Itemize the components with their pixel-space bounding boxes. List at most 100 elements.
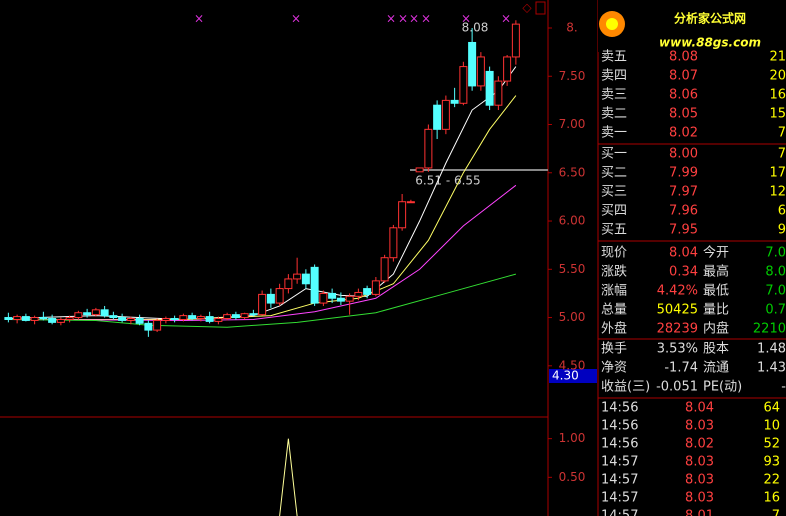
candle-body <box>284 278 293 290</box>
candle-body <box>83 312 92 316</box>
candle-body <box>214 318 223 322</box>
book-label: 卖三 <box>601 88 627 103</box>
cursor-box <box>549 369 597 383</box>
tick-volume: 10 <box>763 419 780 434</box>
quote-value: 7.0 <box>765 246 786 261</box>
book-label: 卖一 <box>601 126 627 141</box>
candle-body <box>258 293 267 316</box>
candle-body <box>476 56 485 87</box>
marker: × <box>291 12 301 26</box>
book-volume: 7 <box>778 126 786 141</box>
book-price: 8.06 <box>669 88 698 103</box>
book-volume: 21 <box>769 50 786 65</box>
quote-label: PE(动) <box>703 380 742 395</box>
quote-value: 2210 <box>753 322 786 337</box>
candle-body <box>153 319 162 331</box>
candle-body <box>406 201 415 204</box>
candle-body <box>424 128 433 169</box>
quote-value: 1.48 <box>757 342 786 357</box>
quote-label: 内盘 <box>703 321 729 337</box>
quote-value: 1.43 <box>757 361 786 376</box>
candle-body <box>48 318 57 323</box>
tick-volume: 52 <box>763 437 780 452</box>
candle-body <box>345 295 354 302</box>
candle-body <box>170 318 179 321</box>
marker: × <box>501 12 511 26</box>
candle-body <box>459 66 468 104</box>
marker: × <box>409 12 419 26</box>
candle-body <box>100 309 109 317</box>
y-tick-label: 6.00 <box>559 214 586 228</box>
book-price: 8.00 <box>669 147 698 162</box>
tick-price: 8.01 <box>685 509 714 516</box>
quote-value: 7.0 <box>765 284 786 299</box>
candle-body <box>65 317 74 320</box>
quote-value: 8.04 <box>669 246 698 261</box>
candle-body <box>354 291 363 297</box>
book-label: 卖二 <box>601 107 627 122</box>
book-price: 8.05 <box>669 107 698 122</box>
quote-value: 0.34 <box>669 265 698 280</box>
candle-body <box>223 314 232 320</box>
moving-average <box>8 184 517 321</box>
high-label: 8.08 <box>462 21 489 35</box>
candle-body <box>371 280 380 295</box>
candle-body <box>310 266 319 304</box>
marker: × <box>386 12 396 26</box>
quote-label: 股本 <box>703 342 729 357</box>
candle-body <box>389 227 398 259</box>
book-label: 买一 <box>601 147 627 162</box>
tick-volume: 16 <box>763 491 780 506</box>
candle-body <box>319 292 328 304</box>
candle-body <box>363 288 372 295</box>
quote-label: 收益(三) <box>601 380 650 395</box>
quote-label: 最低 <box>703 284 729 299</box>
candle-body <box>91 309 100 316</box>
marker: × <box>398 12 408 26</box>
book-label: 买四 <box>601 204 627 219</box>
candle-body <box>231 314 240 319</box>
logo-title: 分析家公式网 <box>674 11 746 26</box>
tick-volume: 64 <box>763 401 780 416</box>
book-label: 卖四 <box>601 69 627 84</box>
book-label: 买二 <box>601 166 627 181</box>
tick-time: 14:57 <box>601 509 638 516</box>
quote-value: 8.0 <box>765 265 786 280</box>
candle-body <box>179 315 188 320</box>
window-button[interactable] <box>535 1 546 15</box>
book-price: 7.96 <box>669 204 698 219</box>
quote-value: 3.53% <box>657 342 698 357</box>
quote-label: 外盘 <box>601 321 627 337</box>
book-volume: 17 <box>769 166 786 181</box>
marker: × <box>194 12 204 26</box>
candle-body <box>380 257 389 282</box>
candle-body <box>240 313 249 319</box>
logo-box <box>598 0 786 52</box>
quote-label: 换手 <box>601 342 627 357</box>
candle-body <box>196 316 205 320</box>
quote-label: 涨幅 <box>601 284 627 299</box>
y-tick-label: 8. <box>566 20 577 34</box>
moving-average <box>8 273 517 328</box>
y-tick-label: 5.50 <box>559 262 586 276</box>
candle-body <box>468 41 477 87</box>
candle-body <box>30 317 39 321</box>
candle-body <box>293 273 302 280</box>
quote-value: 4.42% <box>657 284 698 299</box>
book-volume: 6 <box>778 204 786 219</box>
candle-body <box>450 99 459 104</box>
tick-time: 14:57 <box>601 491 638 506</box>
candle-body <box>336 297 345 302</box>
quote-value: 50425 <box>657 303 698 318</box>
candle-body <box>13 316 22 320</box>
logo-url: www.88gs.com <box>659 36 761 50</box>
candle-body <box>275 288 284 304</box>
quote-label: 今开 <box>703 245 729 261</box>
candle-body <box>135 318 144 324</box>
book-label: 买五 <box>601 223 627 238</box>
tick-time: 14:56 <box>601 419 638 434</box>
book-price: 8.08 <box>669 50 698 65</box>
quote-value: 0.7 <box>765 303 786 318</box>
window-button[interactable]: ◇ <box>522 1 532 15</box>
candle-body <box>249 313 258 316</box>
